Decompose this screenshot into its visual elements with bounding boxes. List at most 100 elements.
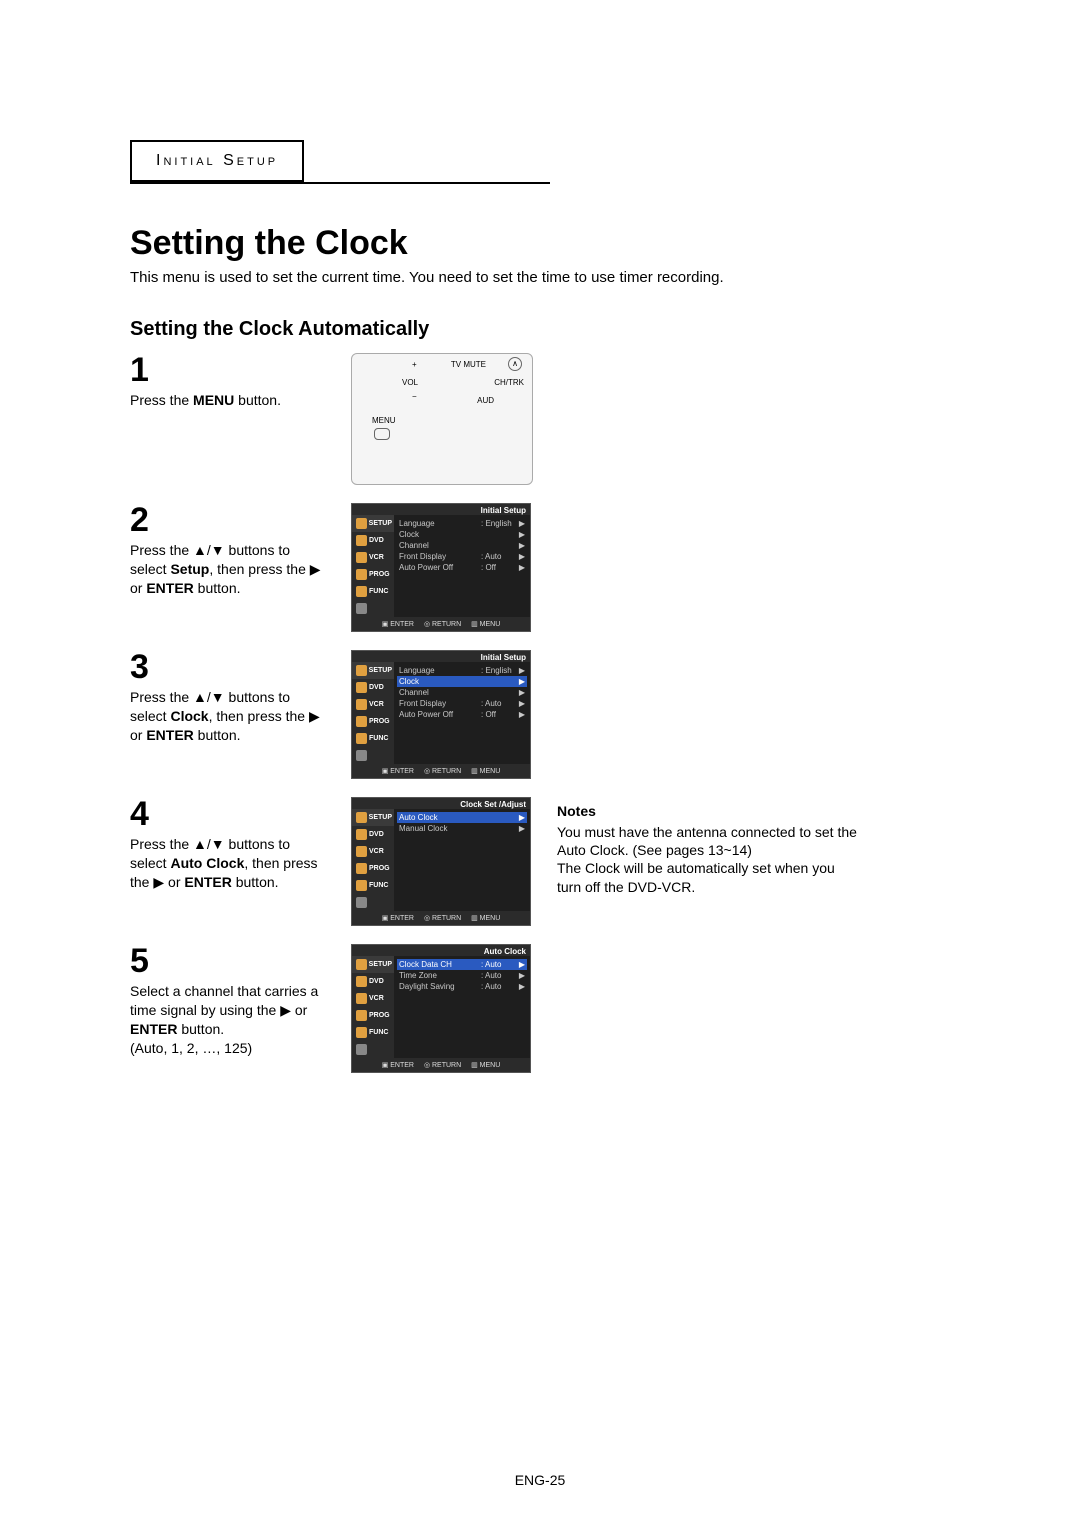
enter-hint: ▣ ENTER [382, 915, 414, 922]
return-hint: ◎ RETURN [424, 915, 461, 922]
tv-side-icon [356, 993, 367, 1004]
tv-side-label: SETUP [369, 814, 392, 821]
tv-menu-line: Manual Clock ▶ [397, 823, 527, 834]
tv-side-label: PROG [369, 865, 390, 872]
tv-menu-value: : Off [481, 710, 517, 719]
tv-menu-key: Auto Power Off [397, 710, 481, 719]
chevron-right-icon: ▶ [517, 960, 527, 969]
tv-side-label: PROG [369, 718, 390, 725]
tv-side-label: FUNC [369, 588, 388, 595]
enter-hint: ▣ ENTER [382, 1062, 414, 1069]
menu-hint: ▥ MENU [471, 1062, 500, 1069]
tv-menu-value: : English [481, 519, 517, 528]
enter-hint: ▣ ENTER [382, 621, 414, 628]
tv-side-item: FUNC [352, 877, 394, 894]
tv-menu-line: Clock ▶ [397, 529, 527, 540]
tv-side-icon [356, 863, 367, 874]
step-body: Select a channel that carries a time sig… [130, 982, 345, 1058]
tv-menu-value: : Auto [481, 971, 517, 980]
tv-side-item [352, 1041, 394, 1058]
tv-side-label: DVD [369, 831, 384, 838]
tv-side-icon [356, 733, 367, 744]
tv-header: Initial Setup [352, 651, 530, 662]
tv-side-icon [356, 552, 367, 563]
tv-side-item: SETUP [352, 956, 394, 973]
tv-side-item [352, 747, 394, 764]
tv-side-item: SETUP [352, 662, 394, 679]
tv-side-icon [356, 518, 367, 529]
tv-main: Language : English ▶ Clock ▶ Channel ▶ F… [394, 515, 530, 617]
notes-heading: Notes [557, 803, 857, 819]
tv-menu-key: Channel [397, 541, 481, 550]
step-body: Press the ▲/▼ buttons to select Auto Clo… [130, 835, 345, 892]
tv-header: Initial Setup [352, 504, 530, 515]
intro-text: This menu is used to set the current tim… [130, 269, 950, 286]
tv-menu-key: Front Display [397, 699, 481, 708]
tv-side-icon [356, 846, 367, 857]
tv-menu-key: Channel [397, 688, 481, 697]
notes-line: The Clock will be automatically set when… [557, 859, 857, 895]
chevron-right-icon: ▶ [517, 710, 527, 719]
step-1: 1 Press the MENU button. + TV MUTE ∧ VOL… [130, 353, 950, 485]
tv-side-icon [356, 586, 367, 597]
tv-side-icon [356, 569, 367, 580]
tv-side-label: DVD [369, 978, 384, 985]
chevron-right-icon: ▶ [517, 563, 527, 572]
tv-menu-value: : Auto [481, 982, 517, 991]
tv-side-label: VCR [369, 554, 384, 561]
tv-menu-value: : Auto [481, 699, 517, 708]
step-number: 5 [130, 944, 345, 978]
tv-side-label: FUNC [369, 882, 388, 889]
step-body: Press the ▲/▼ buttons to select Clock, t… [130, 688, 345, 745]
tv-side-icon [356, 665, 367, 676]
tv-side-label: SETUP [369, 961, 392, 968]
step-number: 1 [130, 353, 345, 387]
tv-sidebar: SETUP DVD VCR PROG FUNC [352, 662, 394, 764]
chevron-right-icon: ▶ [517, 813, 527, 822]
tv-menu-key: Language [397, 666, 481, 675]
step-number: 2 [130, 503, 345, 537]
tv-menu-line: Auto Power Off : Off ▶ [397, 709, 527, 720]
tv-sidebar: SETUP DVD VCR PROG FUNC [352, 809, 394, 911]
chevron-right-icon: ▶ [517, 541, 527, 550]
tv-main: Auto Clock ▶ Manual Clock ▶ [394, 809, 530, 911]
tv-side-item: PROG [352, 566, 394, 583]
tv-menu-line: Auto Clock ▶ [397, 812, 527, 823]
tv-menu-value: : Off [481, 563, 517, 572]
tv-menu-key: Language [397, 519, 481, 528]
chevron-right-icon: ▶ [517, 971, 527, 980]
tv-side-item: PROG [352, 713, 394, 730]
tv-menu-step3: Initial Setup SETUP DVD VCR PROG FUNC La… [351, 650, 531, 779]
tv-menu-line: Time Zone : Auto ▶ [397, 970, 527, 981]
tv-side-item: PROG [352, 860, 394, 877]
tv-menu-line: Auto Power Off : Off ▶ [397, 562, 527, 573]
tv-menu-key: Clock [397, 677, 481, 686]
tv-sidebar: SETUP DVD VCR PROG FUNC [352, 515, 394, 617]
chevron-right-icon: ▶ [517, 519, 527, 528]
menu-hint: ▥ MENU [471, 621, 500, 628]
remote-icon [356, 897, 367, 908]
tv-side-icon [356, 829, 367, 840]
tv-footer: ▣ ENTER ◎ RETURN ▥ MENU [352, 1058, 530, 1072]
tv-side-item: VCR [352, 990, 394, 1007]
tv-main: Language : English ▶ Clock ▶ Channel ▶ F… [394, 662, 530, 764]
tv-side-item: SETUP [352, 515, 394, 532]
tv-menu-key: Time Zone [397, 971, 481, 980]
tv-side-icon [356, 880, 367, 891]
tv-side-item: FUNC [352, 583, 394, 600]
tv-menu-value: : Auto [481, 552, 517, 561]
tv-menu-line: Language : English ▶ [397, 665, 527, 676]
tv-menu-key: Clock Data CH [397, 960, 481, 969]
chevron-right-icon: ▶ [517, 666, 527, 675]
step-number: 3 [130, 650, 345, 684]
step-4-row: 4 Press the ▲/▼ buttons to select Auto C… [130, 797, 950, 944]
chevron-right-icon: ▶ [517, 982, 527, 991]
return-hint: ◎ RETURN [424, 1062, 461, 1069]
tv-side-label: SETUP [369, 520, 392, 527]
tv-side-icon [356, 976, 367, 987]
tv-menu-step4: Clock Set /Adjust SETUP DVD VCR PROG FUN… [351, 797, 531, 926]
tv-menu-value: : English [481, 666, 517, 675]
notes-line: You must have the antenna connected to s… [557, 823, 857, 859]
chevron-right-icon: ▶ [517, 688, 527, 697]
tv-side-item: VCR [352, 696, 394, 713]
